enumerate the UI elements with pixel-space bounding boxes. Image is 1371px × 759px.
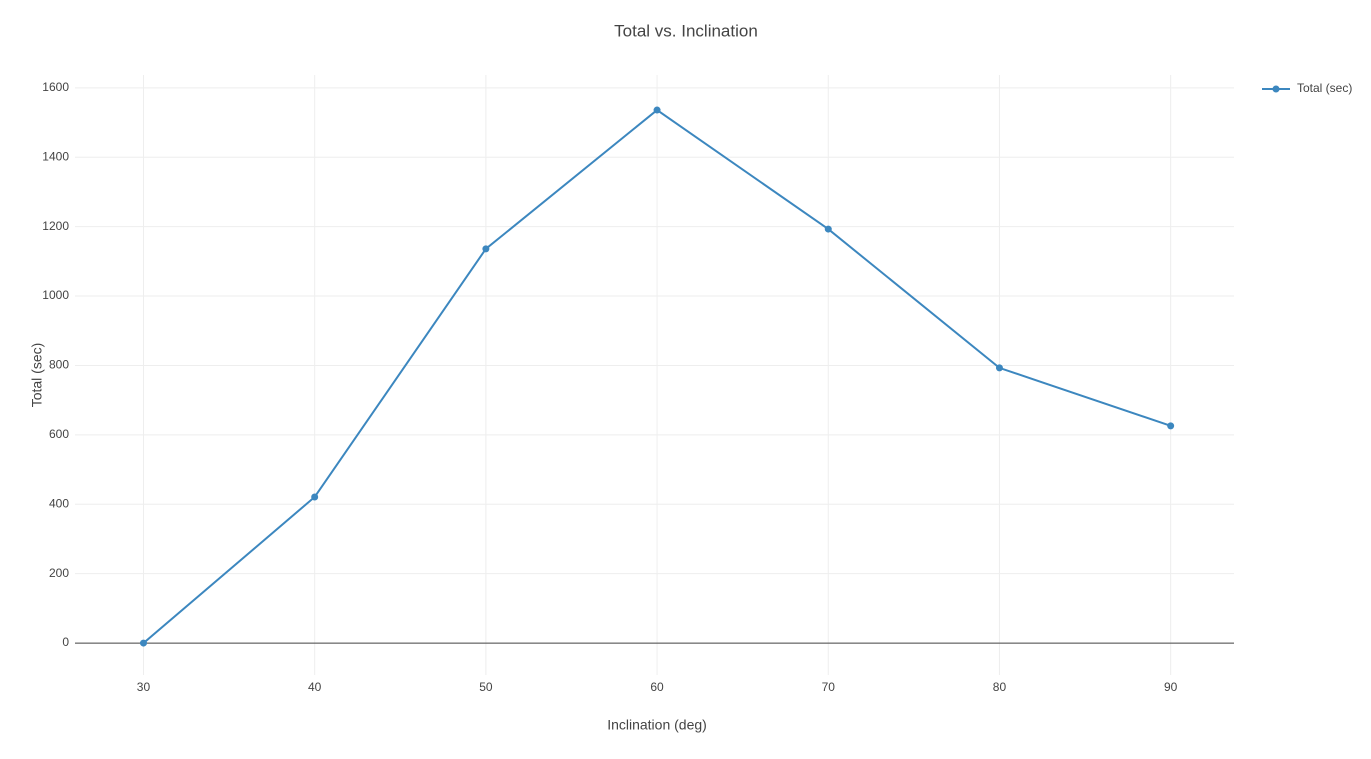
y-tick-label: 400	[49, 496, 69, 510]
y-tick-label: 1200	[42, 219, 69, 233]
legend-marker	[1272, 85, 1280, 93]
chart-title: Total vs. Inclination	[614, 21, 758, 40]
marker	[653, 106, 661, 114]
marker	[995, 364, 1003, 372]
x-tick-label: 40	[308, 680, 322, 694]
marker	[139, 639, 147, 647]
marker	[1167, 422, 1175, 430]
x-tick-label: 60	[650, 680, 664, 694]
y-tick-label: 0	[62, 635, 69, 649]
x-tick-label: 50	[479, 680, 493, 694]
y-tick-label: 200	[49, 566, 69, 580]
y-tick-label: 600	[49, 427, 69, 441]
marker	[482, 245, 490, 253]
y-tick-label: 1400	[42, 149, 69, 163]
legend-label: Total (sec)	[1297, 81, 1352, 95]
x-tick-label: 30	[137, 680, 151, 694]
y-tick-label: 800	[49, 358, 69, 372]
y-tick-label: 1600	[42, 80, 69, 94]
y-axis-title: Total (sec)	[29, 343, 45, 408]
y-tick-label: 1000	[42, 288, 69, 302]
x-tick-label: 80	[993, 680, 1007, 694]
x-axis-title: Inclination (deg)	[607, 717, 707, 733]
x-tick-label: 90	[1164, 680, 1178, 694]
x-tick-label: 70	[822, 680, 836, 694]
marker	[311, 493, 319, 501]
marker	[824, 225, 832, 233]
